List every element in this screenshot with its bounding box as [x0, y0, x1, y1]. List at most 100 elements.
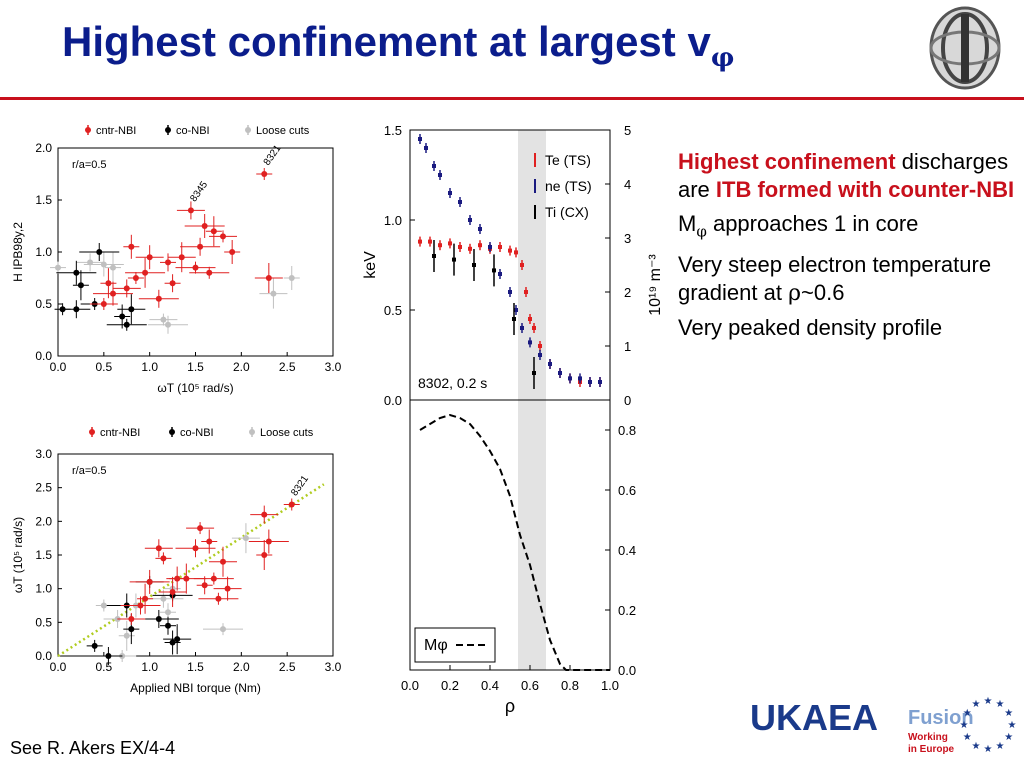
- y-tick-label: 1.0: [35, 582, 52, 596]
- eu-star-icon: ★: [1004, 732, 1013, 743]
- x-tick-label: 0.8: [561, 678, 579, 693]
- y-axis-label: ωT (10⁵ rad/s): [11, 517, 25, 593]
- data-point: [528, 317, 532, 321]
- legend-marker: [165, 127, 171, 133]
- data-point: [123, 321, 130, 328]
- data-point: [197, 243, 204, 250]
- point-label: 8345: [188, 179, 210, 204]
- y-right-tick-label: 0.0: [618, 663, 636, 678]
- eu-star-icon: ★: [984, 744, 993, 755]
- data-point: [528, 340, 532, 345]
- data-point: [458, 245, 462, 249]
- x-tick-label: 0.5: [95, 360, 112, 374]
- bullet-2-text-end: approaches 1 in core: [706, 211, 919, 236]
- x-axis-label: Applied NBI torque (Nm): [130, 681, 261, 695]
- point-label: 8321: [289, 473, 311, 498]
- y-tick-label: 0.0: [35, 649, 52, 663]
- data-point: [110, 290, 116, 297]
- y-right-tick-label: 0.8: [618, 423, 636, 438]
- y-right-tick-label: 0: [624, 393, 631, 408]
- data-point: [498, 272, 502, 276]
- data-point: [242, 535, 249, 542]
- data-point: [192, 264, 199, 271]
- data-point: [146, 578, 153, 585]
- data-point: [160, 316, 167, 323]
- legend-label: co-NBI: [176, 125, 210, 137]
- bullet-4-text: Very peaked density profile: [678, 315, 943, 341]
- shaded-band: [518, 400, 546, 670]
- y-tick-label: 2.0: [35, 514, 52, 528]
- eu-star-icon: ★: [996, 741, 1005, 752]
- chart-h-vs-rotation: 0.0 0.5 1.0 1.5 2.0 2.5 3.00.00.51.01.52.0ωT (…: [11, 125, 342, 395]
- eu-star-icon: ★: [972, 741, 981, 752]
- data-point: [128, 306, 135, 313]
- chart-mach-number: 0.0 0.2 0.4 0.6 0.8 0.0 0.2 0.4 0.6 0.8 1.0 ρ Mφ: [401, 399, 636, 716]
- bullet-list: Highest confinement discharges are ITB f…: [678, 148, 1018, 348]
- y-axis-label: H IPB98y,2: [11, 222, 25, 282]
- data-point: [598, 380, 602, 384]
- data-point: [169, 639, 176, 646]
- logo-fusion-text: Fusion: [908, 707, 974, 729]
- y-tick-label: 3.0: [35, 447, 52, 461]
- y-right-tick-label: 3: [624, 231, 631, 246]
- data-point: [438, 173, 442, 177]
- data-point: [192, 545, 199, 552]
- y-right-tick-label: 2: [624, 285, 631, 300]
- data-point: [270, 290, 277, 297]
- bullet-1: Highest confinement discharges are ITB f…: [678, 148, 1018, 204]
- data-point: [568, 376, 572, 381]
- eu-star-icon: ★: [996, 699, 1005, 710]
- logo-ukaea-text: UKAEA: [750, 697, 878, 738]
- data-point: [512, 317, 516, 321]
- title-divider: [0, 97, 1024, 100]
- bullet-1-highlight: Highest confinement: [678, 149, 896, 174]
- annotation: 8302, 0.2 s: [418, 375, 487, 391]
- data-point: [206, 538, 213, 545]
- data-point: [538, 344, 542, 348]
- data-point: [55, 264, 61, 271]
- data-point: [438, 243, 442, 248]
- data-point: [432, 164, 436, 168]
- data-point: [146, 254, 153, 261]
- data-point: [174, 636, 181, 643]
- x-tick-label: 1.0: [141, 360, 158, 374]
- data-point: [73, 269, 80, 276]
- legend-label: co-NBI: [180, 427, 214, 439]
- x-tick-label: 1.0: [601, 678, 619, 693]
- data-point: [201, 582, 208, 589]
- point-label: 8321: [262, 143, 284, 168]
- data-point: [514, 250, 518, 255]
- annotation: r/a=0.5: [72, 159, 107, 171]
- legend-label: cntr-NBI: [96, 125, 136, 137]
- bullet-3: Very steep electron temperature gradient…: [678, 251, 1018, 308]
- data-point: [468, 218, 472, 222]
- eu-star-icon: ★: [963, 732, 972, 743]
- data-point: [142, 595, 149, 602]
- x-tick-label: 0.5: [95, 660, 112, 674]
- legend-marker: [85, 127, 91, 133]
- data-point: [73, 306, 80, 313]
- data-point: [105, 653, 112, 659]
- data-point: [478, 243, 482, 248]
- legend-marker: [169, 429, 175, 435]
- x-tick-label: 2.5: [279, 360, 296, 374]
- data-point: [261, 552, 268, 558]
- data-point: [418, 137, 422, 141]
- bullet-1-highlight-2: ITB formed with counter-NBI: [715, 177, 1015, 202]
- y-tick-label: 1.5: [35, 548, 52, 562]
- y-tick-label: 1.0: [35, 245, 52, 259]
- data-point: [165, 622, 171, 629]
- x-tick-label: 0.4: [481, 678, 499, 693]
- mach-line: [419, 413, 610, 671]
- legend-label: Ti (CX): [545, 204, 589, 220]
- data-point: [548, 362, 552, 366]
- data-point: [206, 269, 213, 276]
- data-point: [432, 254, 436, 258]
- data-point: [210, 228, 217, 235]
- data-point: [220, 233, 226, 240]
- data-point: [224, 585, 231, 592]
- y-right-tick-label: 5: [624, 123, 631, 138]
- data-point: [174, 575, 181, 582]
- data-point: [265, 538, 272, 545]
- y-tick-label: 1.5: [384, 123, 402, 138]
